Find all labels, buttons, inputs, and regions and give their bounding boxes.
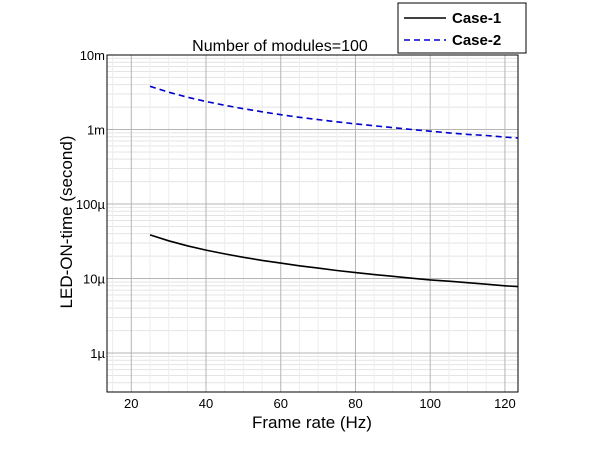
x-tick-label: 80 xyxy=(348,396,362,411)
x-axis-label: Frame rate (Hz) xyxy=(252,413,372,432)
series-line-case-1 xyxy=(149,234,519,288)
x-tick-label: 60 xyxy=(274,396,288,411)
y-tick-label: 1µ xyxy=(90,346,105,361)
legend-box xyxy=(397,2,527,54)
chart-title: Number of modules=100 xyxy=(192,38,368,55)
x-tick-labels: 20 40 60 80 100 120 xyxy=(124,396,516,411)
minor-grid xyxy=(107,55,518,392)
y-tick-labels: 1µ 10µ 100µ 1m 10m xyxy=(76,48,106,361)
y-tick-label: 10m xyxy=(80,48,105,63)
x-tick-label: 100 xyxy=(419,396,441,411)
plot-frame xyxy=(106,54,519,393)
series-line-case-2 xyxy=(149,85,519,139)
legend-label-case-2: Case-2 xyxy=(452,32,501,49)
series-layer xyxy=(149,85,519,288)
y-tick-label: 100µ xyxy=(76,197,106,212)
y-tick-label: 10µ xyxy=(83,272,105,287)
y-tick-label: 1m xyxy=(87,123,105,138)
x-tick-label: 40 xyxy=(199,396,213,411)
x-tick-label: 120 xyxy=(494,396,516,411)
x-tick-label: 20 xyxy=(124,396,138,411)
legend-label-case-1: Case-1 xyxy=(452,10,501,27)
legend: Case-1 Case-2 xyxy=(397,2,527,54)
y-axis-label: LED-ON-time (second) xyxy=(57,136,76,309)
